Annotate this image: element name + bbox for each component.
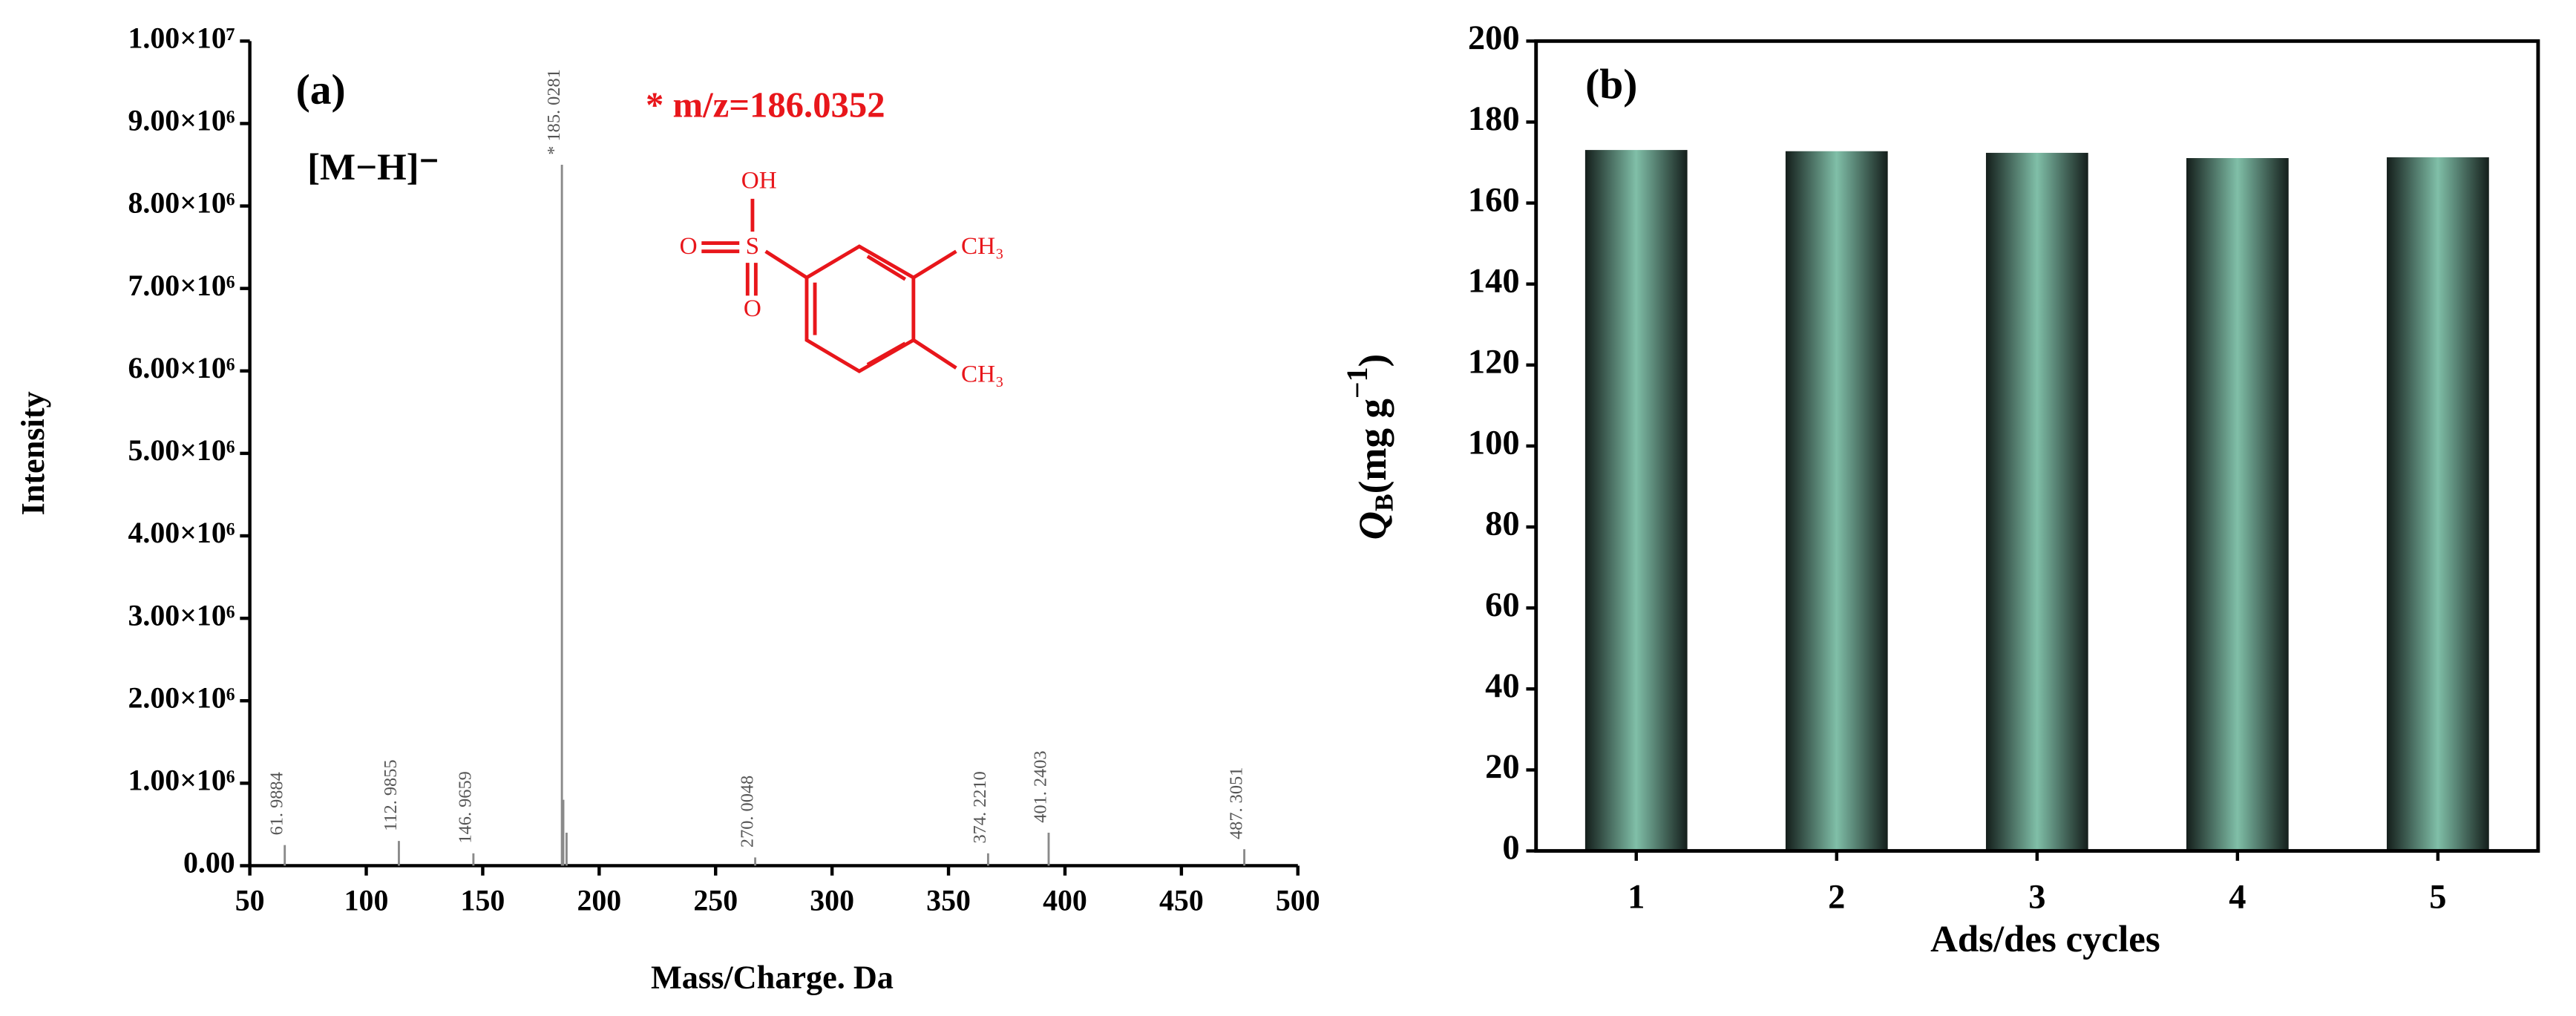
structure-label: CH₃: [961, 360, 1004, 387]
y-tick-label: 1.00×10⁷: [128, 21, 235, 54]
y-tick-label: 200: [1468, 19, 1520, 57]
panel-label: (b): [1585, 62, 1637, 108]
x-tick-label: 200: [577, 884, 621, 917]
y-tick-label: 60: [1485, 586, 1519, 624]
y-tick-label: 3.00×10⁶: [128, 598, 235, 632]
y-tick-label: 80: [1485, 505, 1519, 543]
bar: [2186, 158, 2289, 851]
x-tick-label: 300: [810, 884, 854, 917]
y-tick-label: 120: [1468, 343, 1520, 381]
peak-label: 146. 9659: [456, 771, 476, 843]
structure-label: O: [744, 295, 761, 322]
y-tick-label: 2.00×10⁶: [128, 681, 235, 714]
x-tick-label: 150: [461, 884, 505, 917]
x-tick-label: 50: [235, 884, 265, 917]
x-axis-label: Ads/des cycles: [1930, 919, 2160, 960]
structure: [701, 198, 957, 374]
x-tick-label: 500: [1276, 884, 1320, 917]
x-tick-label: 2: [1828, 879, 1845, 917]
y-label-symbol: Q: [1351, 511, 1394, 540]
x-axis-label: Mass/Charge. Da: [651, 960, 894, 996]
ion-label: [M−H]⁻: [307, 147, 439, 189]
x-tick-label: 250: [693, 884, 738, 917]
y-tick-label: 0: [1502, 829, 1519, 867]
bar: [1985, 152, 2088, 851]
peak-label: 374. 2210: [970, 771, 990, 843]
y-tick-label: 5.00×10⁶: [128, 433, 235, 467]
y-axis-label: Intensity: [15, 391, 51, 515]
peak-label: 401. 2403: [1031, 750, 1051, 822]
peak-label: 487. 3051: [1226, 767, 1246, 839]
y-label-exp: −1: [1340, 367, 1374, 399]
y-tick-label: 40: [1485, 667, 1519, 705]
panel-label: (a): [296, 66, 346, 113]
x-tick-label: 4: [2229, 879, 2246, 917]
structure-label: S: [746, 232, 759, 260]
x-tick-label: 400: [1043, 884, 1087, 917]
y-label-unit: (mg g: [1351, 399, 1394, 494]
x-tick-label: 350: [926, 884, 971, 917]
x-tick-label: 5: [2429, 879, 2446, 917]
y-tick-label: 8.00×10⁶: [128, 186, 235, 220]
y-tick-label: 6.00×10⁶: [128, 351, 235, 384]
peak-label: * 185. 0281: [544, 69, 564, 155]
peak-label: 61. 9884: [266, 772, 286, 835]
y-tick-label: 0.00: [183, 846, 235, 879]
bar: [2387, 157, 2489, 851]
y-tick-label: 1.00×10⁶: [128, 763, 235, 796]
y-tick-label: 100: [1468, 425, 1520, 462]
y-tick-label: 20: [1485, 748, 1519, 786]
y-label-close: ): [1351, 354, 1394, 367]
x-tick-label: 450: [1159, 884, 1204, 917]
structure-label: OH: [741, 166, 777, 194]
peak-label: 270. 0048: [737, 776, 757, 848]
x-tick-label: 3: [2028, 879, 2045, 917]
bar: [1584, 150, 1688, 851]
y-tick-label: 180: [1468, 100, 1520, 138]
y-tick-label: 7.00×10⁶: [128, 269, 235, 302]
y-tick-label: 160: [1468, 181, 1520, 219]
y-label-sub: B: [1369, 494, 1398, 511]
peak-label: 112. 9855: [381, 759, 401, 830]
plot-frame: [1534, 39, 2540, 853]
x-tick-label: 1: [1628, 879, 1645, 917]
x-tick-label: 100: [344, 884, 389, 917]
y-tick-label: 9.00×10⁶: [128, 104, 235, 137]
y-tick-label: 4.00×10⁶: [128, 516, 235, 549]
y-axis-label: QB(mg g−1): [1340, 354, 1398, 540]
bar: [1785, 151, 1888, 851]
structure-label: CH₃: [961, 232, 1004, 260]
structure-label: O: [680, 232, 698, 260]
mass-note: * m/z=186.0352: [646, 85, 885, 125]
y-tick-label: 140: [1468, 262, 1520, 300]
